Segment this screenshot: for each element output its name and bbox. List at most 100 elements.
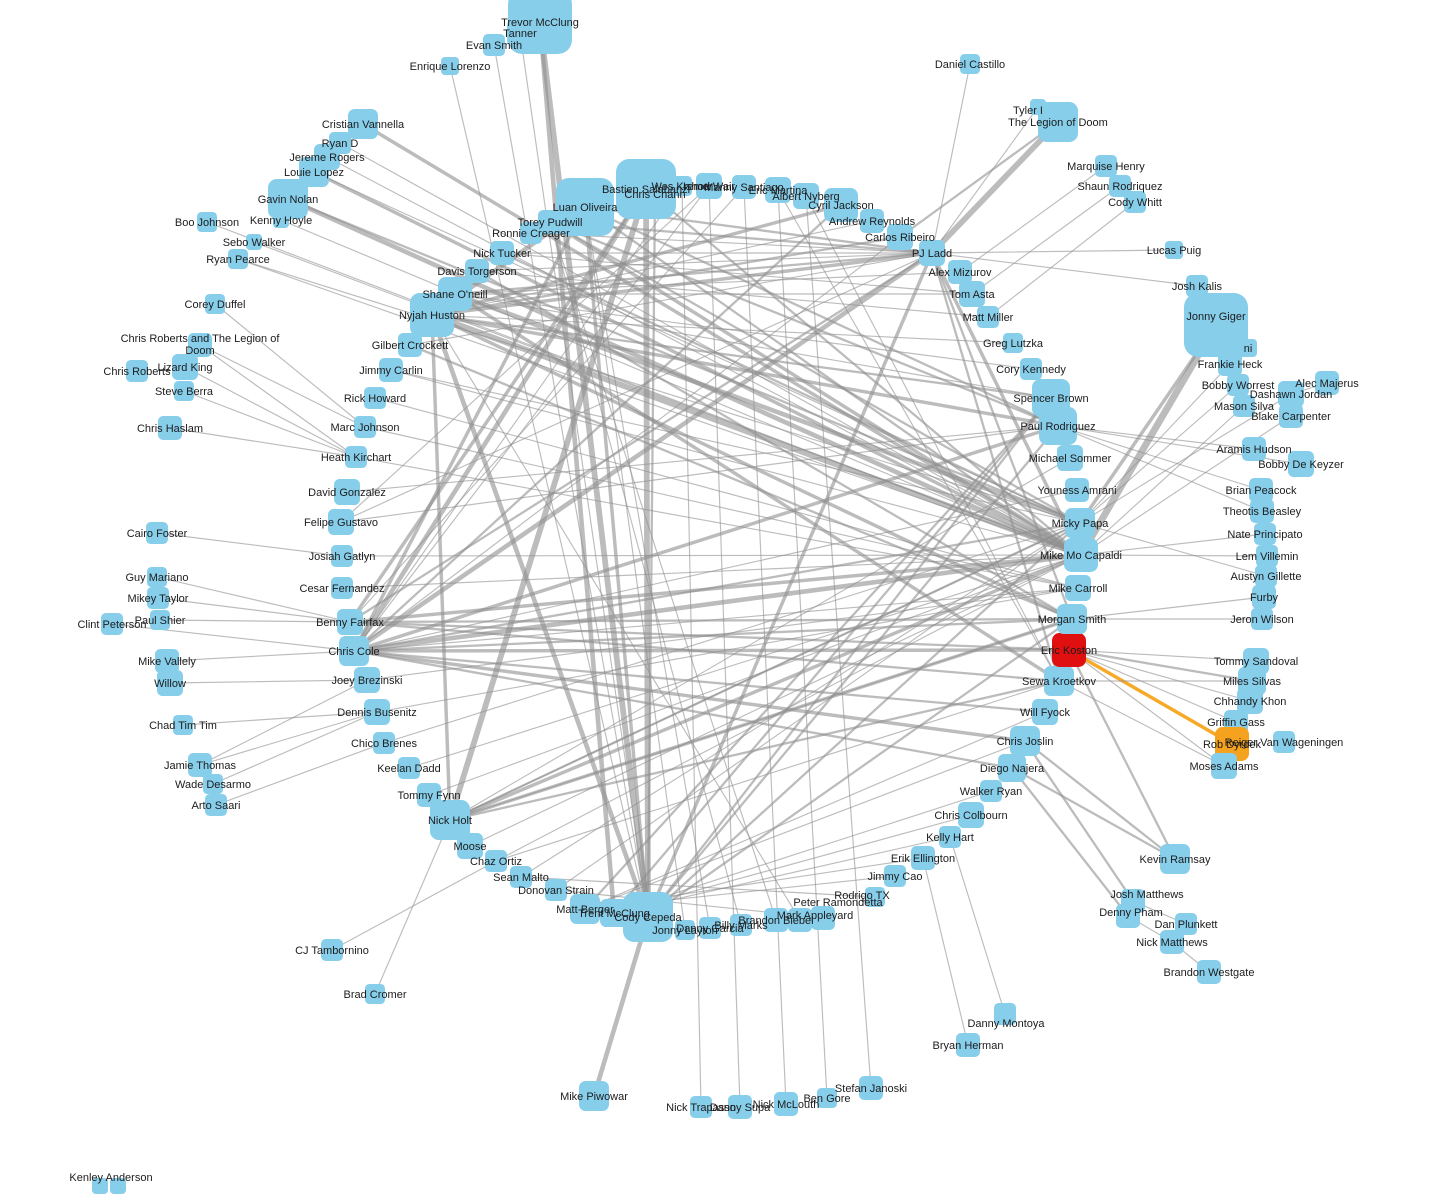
- graph-node-kenny-hoyle[interactable]: [273, 212, 289, 228]
- graph-node-nick-mclouth[interactable]: [774, 1092, 798, 1116]
- graph-node-guy-mariano[interactable]: [147, 567, 167, 587]
- graph-node-sean-malto[interactable]: [510, 866, 532, 888]
- graph-node-arto-saari[interactable]: [205, 794, 227, 816]
- graph-node-david-gonzalez[interactable]: [334, 479, 360, 505]
- graph-node-spencer-brown[interactable]: [1032, 379, 1070, 417]
- graph-node-kenley-anderson[interactable]: [92, 1178, 108, 1194]
- graph-node-eric-martina[interactable]: [765, 177, 791, 203]
- graph-node-kenley-anderson-2[interactable]: [110, 1178, 126, 1194]
- graph-node-chris-colbourn[interactable]: [958, 802, 984, 828]
- graph-node-alec-majerus[interactable]: [1315, 371, 1339, 395]
- graph-node-chaz-ortiz[interactable]: [485, 850, 507, 872]
- graph-node-evan-smith[interactable]: [483, 34, 505, 56]
- graph-node-felipe-gustavo[interactable]: [328, 509, 354, 535]
- graph-node-jimmy-carlin[interactable]: [379, 358, 403, 382]
- graph-node-luan-oliveira[interactable]: [556, 178, 614, 236]
- graph-node-ben-gore[interactable]: [817, 1088, 837, 1108]
- graph-node-wes-kremer[interactable]: [672, 176, 692, 196]
- graph-node-marc-johnson[interactable]: [354, 416, 376, 438]
- graph-node-moose[interactable]: [457, 833, 483, 859]
- graph-node-manny-santiago[interactable]: [732, 175, 756, 199]
- graph-node-nick-matthews[interactable]: [1160, 930, 1184, 954]
- graph-node-aramis-hudson[interactable]: [1242, 437, 1266, 461]
- graph-node-mikey-taylor[interactable]: [147, 587, 169, 609]
- graph-node-chad-tim-tim[interactable]: [173, 715, 193, 735]
- graph-node-eric-koston[interactable]: [1052, 633, 1086, 667]
- graph-node-ishod-wair[interactable]: [696, 173, 722, 199]
- graph-node-matt-berger[interactable]: [570, 894, 600, 924]
- graph-node-josiah-gatlyn[interactable]: [331, 545, 353, 567]
- graph-node-mason-silva[interactable]: [1233, 395, 1255, 417]
- graph-node-rodrigo-tx[interactable]: [865, 887, 885, 907]
- graph-node-mike-vallely[interactable]: [155, 649, 179, 673]
- graph-node-jeron-wilson[interactable]: [1251, 608, 1273, 630]
- graph-node-cairo-foster[interactable]: [146, 522, 168, 544]
- graph-node-brian-peacock[interactable]: [1249, 478, 1273, 502]
- graph-node-nick-holt[interactable]: [430, 800, 470, 840]
- graph-node-cj-tambornino[interactable]: [321, 939, 343, 961]
- graph-node-louie-lopez[interactable]: [299, 157, 329, 187]
- graph-node-rick-howard[interactable]: [364, 387, 386, 409]
- graph-node-marquise-henry[interactable]: [1095, 155, 1117, 177]
- graph-node-chris-cole[interactable]: [339, 636, 369, 666]
- graph-node-jonny-giger[interactable]: [1184, 293, 1248, 357]
- graph-node-van-wageningen[interactable]: [1273, 731, 1295, 753]
- graph-node-dennis-busenitz[interactable]: [364, 699, 390, 725]
- graph-node-erik-ellington[interactable]: [911, 846, 935, 870]
- graph-node-peter-ramondetta[interactable]: [811, 906, 835, 930]
- graph-node-bobby-worrest[interactable]: [1227, 374, 1249, 396]
- graph-node-brandon-westgate[interactable]: [1197, 960, 1221, 984]
- graph-node-matt-miller[interactable]: [977, 306, 999, 328]
- graph-node-lem-villemin[interactable]: [1256, 545, 1278, 567]
- graph-node-walker-ryan[interactable]: [980, 780, 1002, 802]
- graph-node-shaun-rodriquez[interactable]: [1109, 175, 1131, 197]
- graph-node-andrew-reynolds[interactable]: [860, 209, 884, 233]
- graph-node-chris-roberts[interactable]: [126, 360, 148, 382]
- graph-node-dashawn-jordan[interactable]: [1278, 381, 1304, 407]
- graph-node-nate-principato[interactable]: [1254, 523, 1276, 545]
- graph-node-boo-johnson[interactable]: [197, 212, 217, 232]
- graph-node-sebo-walker[interactable]: [246, 234, 262, 250]
- graph-node-pj-ladd[interactable]: [919, 240, 945, 266]
- graph-node-steve-berra[interactable]: [174, 381, 194, 401]
- graph-node-joey-brezinski[interactable]: [354, 667, 380, 693]
- graph-node-bobby-de-keyzer[interactable]: [1288, 451, 1314, 477]
- graph-node-mark-appleyard[interactable]: [788, 908, 812, 932]
- graph-node-davis-torgerson[interactable]: [465, 259, 489, 283]
- graph-node-keelan-dadd[interactable]: [398, 757, 420, 779]
- graph-node-lucas-puig[interactable]: [1165, 241, 1183, 259]
- graph-node-daniel-castillo[interactable]: [960, 54, 980, 74]
- graph-node-nick-trapasso[interactable]: [690, 1096, 712, 1118]
- graph-node-theotis-beasley[interactable]: [1250, 499, 1274, 523]
- graph-node-danny-montoya[interactable]: [994, 1003, 1016, 1025]
- graph-node-blake-carpenter[interactable]: [1279, 404, 1303, 428]
- graph-node-jonny-layton[interactable]: [675, 920, 695, 940]
- graph-node-cody-whitt[interactable]: [1124, 191, 1146, 213]
- graph-node-gilbert-crockett[interactable]: [398, 333, 422, 357]
- graph-node-tom-asta[interactable]: [959, 281, 985, 307]
- graph-node-paul-shier[interactable]: [150, 610, 170, 630]
- graph-node-cyril-jackson[interactable]: [824, 188, 858, 222]
- graph-node-cristian-vannella[interactable]: [348, 109, 378, 139]
- graph-node-brad-cromer[interactable]: [365, 984, 385, 1004]
- graph-node-josh-kalis[interactable]: [1186, 275, 1208, 297]
- graph-node-mike-piwowar[interactable]: [579, 1081, 609, 1111]
- graph-node-willow[interactable]: [157, 670, 183, 696]
- graph-node-lizard-king[interactable]: [172, 354, 198, 380]
- graph-node-dan-plunkett[interactable]: [1175, 913, 1197, 935]
- graph-node-micky-papa[interactable]: [1065, 508, 1095, 538]
- graph-node-jimmy-cao[interactable]: [884, 865, 906, 887]
- graph-node-nick-tucker[interactable]: [490, 241, 514, 265]
- graph-node-trent-mcclung[interactable]: [600, 899, 628, 927]
- graph-node-chico-brenes[interactable]: [373, 732, 395, 754]
- graph-node-rob-dyrdek[interactable]: [1215, 727, 1249, 761]
- graph-node-chhandy-khon[interactable]: [1237, 688, 1263, 714]
- graph-node-furby[interactable]: [1252, 585, 1276, 609]
- graph-node-wade-desarmo[interactable]: [203, 774, 223, 794]
- graph-node-diego-najera[interactable]: [998, 754, 1026, 782]
- graph-node-morgan-smith[interactable]: [1057, 604, 1087, 634]
- graph-node-carlos-ribeiro[interactable]: [887, 224, 913, 250]
- graph-node-kelly-hart[interactable]: [939, 826, 961, 848]
- graph-node-chris-joslin[interactable]: [1010, 726, 1040, 756]
- graph-node-ryan-pearce[interactable]: [228, 249, 248, 269]
